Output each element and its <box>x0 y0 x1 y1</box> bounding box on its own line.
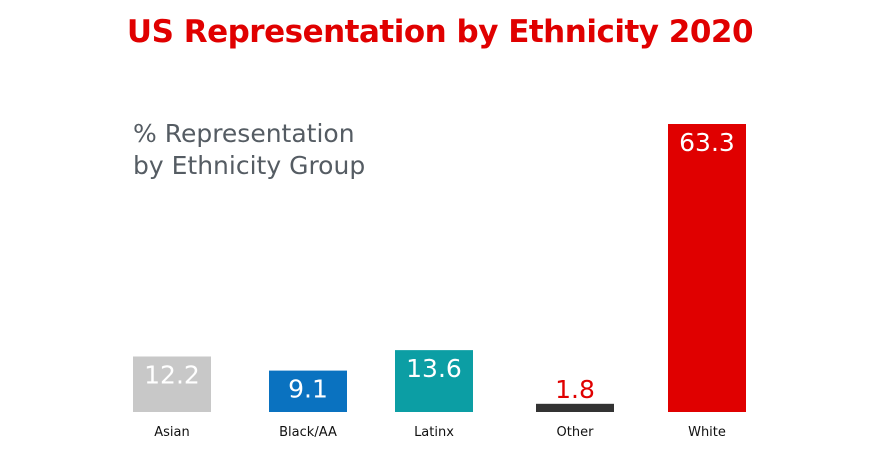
value-label-white: 63.3 <box>679 128 735 157</box>
bar-asian <box>133 356 211 412</box>
value-label-asian: 12.2 <box>144 360 200 389</box>
bar-other <box>536 403 614 412</box>
subtitle-line-2: by Ethnicity Group <box>133 151 366 180</box>
bar-white <box>668 124 746 412</box>
category-label-other: Other <box>557 425 595 440</box>
category-label-asian: Asian <box>154 425 189 440</box>
chart-subtitle: % Representation by Ethnicity Group <box>133 118 365 182</box>
category-label-white: White <box>688 425 726 440</box>
bar-latinx <box>395 350 473 412</box>
bar-blackaa <box>269 370 347 412</box>
category-label-blackaa: Black/AA <box>279 425 337 440</box>
value-label-other: 1.8 <box>555 375 595 404</box>
chart-title: US Representation by Ethnicity 2020 <box>126 14 754 50</box>
category-label-latinx: Latinx <box>414 425 454 440</box>
value-label-latinx: 13.6 <box>406 354 462 383</box>
value-label-blackaa: 9.1 <box>288 375 328 404</box>
subtitle-line-1: % Representation <box>133 119 355 148</box>
